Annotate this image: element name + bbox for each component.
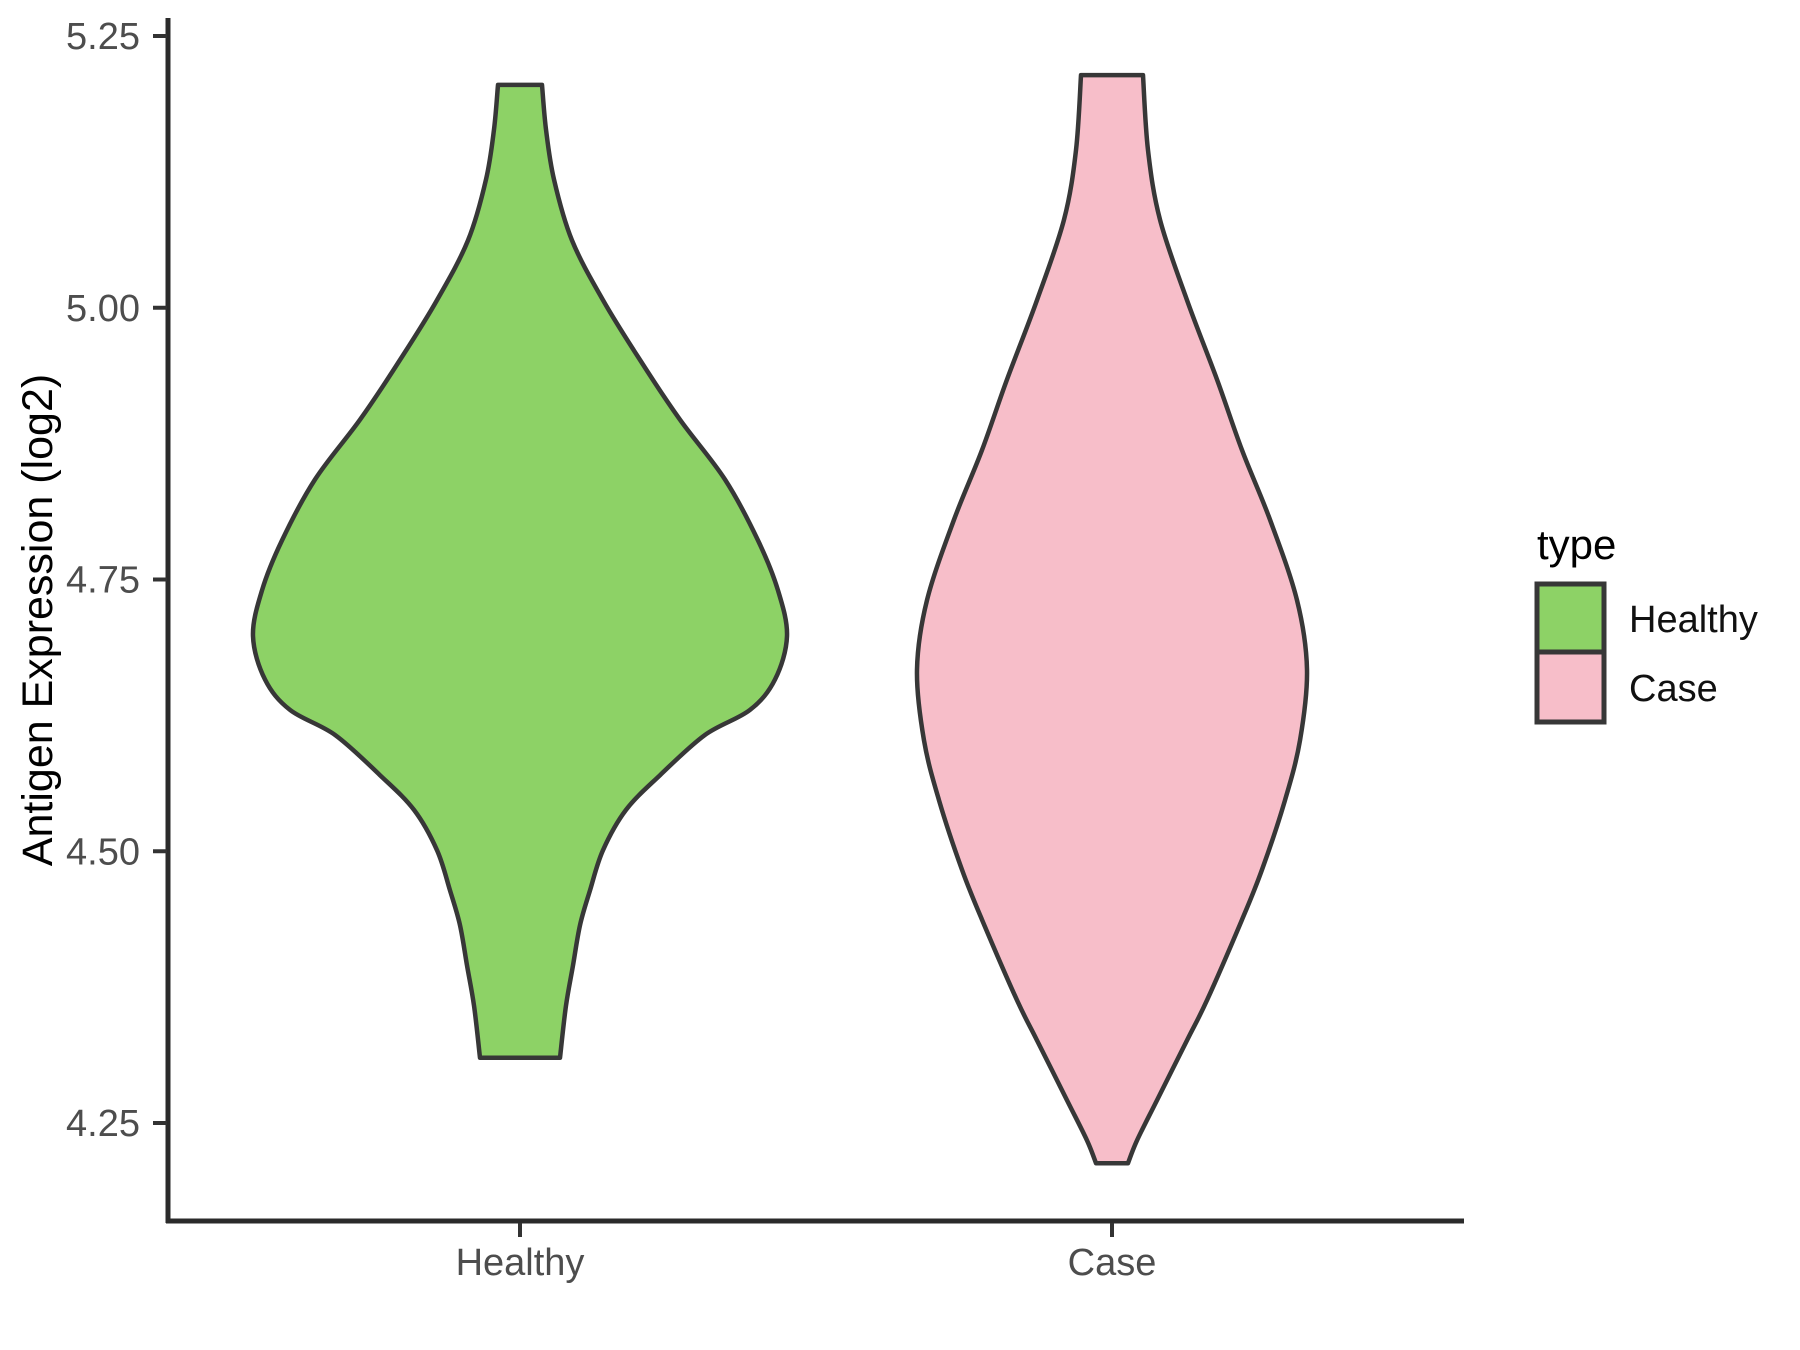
y-tick-label: 4.25: [66, 1103, 140, 1145]
x-tick-label-case: Case: [1068, 1242, 1157, 1284]
legend-label-healthy: Healthy: [1629, 599, 1758, 641]
y-tick-label: 5.00: [66, 288, 140, 330]
y-tick-label: 4.50: [66, 831, 140, 873]
legend-swatch-healthy: [1534, 581, 1607, 655]
y-axis-title: Antigen Expression (log2): [14, 374, 62, 866]
legend-label-case: Case: [1629, 668, 1718, 710]
legend: type Healthy Case: [1534, 521, 1758, 725]
x-axis-ticks: Healthy Case: [456, 1223, 1157, 1284]
legend-swatch-case: [1534, 649, 1607, 725]
x-tick-label-healthy: Healthy: [456, 1242, 585, 1284]
y-tick-label: 5.25: [66, 16, 140, 58]
violin-case: [914, 72, 1310, 1166]
y-tick-label: 4.75: [66, 560, 140, 602]
y-axis-ticks: 5.25 5.00 4.75 4.50 4.25: [66, 16, 167, 1145]
violin-shapes: [250, 72, 1310, 1166]
legend-title: type: [1537, 521, 1616, 568]
violin-healthy: [250, 82, 790, 1061]
